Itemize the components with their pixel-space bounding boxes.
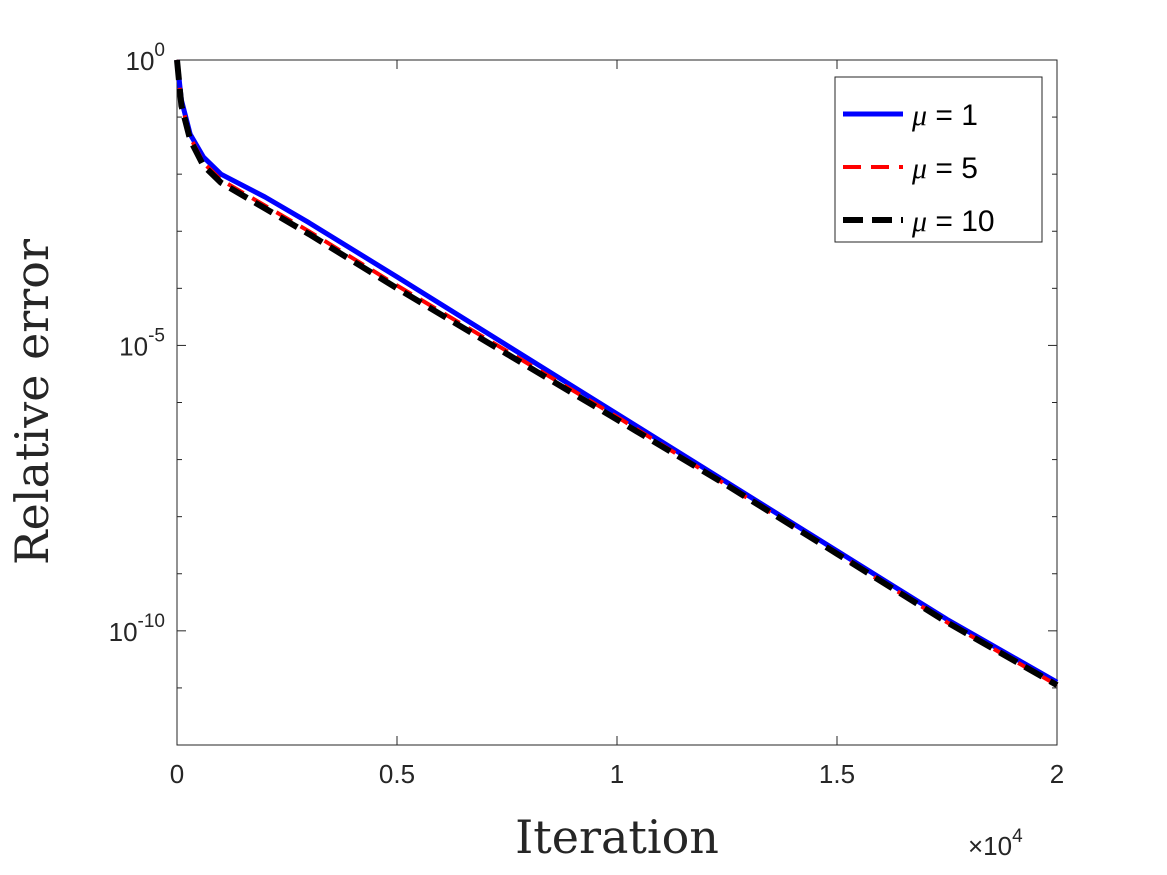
x-tick-label: 0.5: [379, 759, 415, 789]
legend-label: μ = 1: [911, 99, 978, 132]
y-tick-label: 10-10: [109, 611, 165, 647]
y-tick-label: 10-5: [119, 325, 165, 361]
y-axis-label: Relative error: [5, 239, 59, 565]
legend: μ = 1 μ = 5 μ = 10: [834, 76, 1043, 243]
x-tick-label: 1: [610, 759, 624, 789]
y-tick-label: 100: [126, 40, 166, 76]
legend-box: [834, 76, 1043, 243]
x-tick-label: 1.5: [819, 759, 855, 789]
legend-label: μ = 10: [911, 205, 995, 238]
x-tick-label: 0: [170, 759, 184, 789]
x-tick-label: 2: [1050, 759, 1064, 789]
series-layer: [174, 59, 1059, 688]
series-line-mu-2: [175, 59, 1058, 687]
tick-labels: 0 0.5 1 1.5 2 100 10-5 10-10: [109, 40, 1065, 789]
x-axis-multiplier: ×104: [968, 826, 1023, 861]
x-axis-label: Iteration: [515, 810, 719, 864]
legend-label: μ = 5: [911, 152, 978, 185]
